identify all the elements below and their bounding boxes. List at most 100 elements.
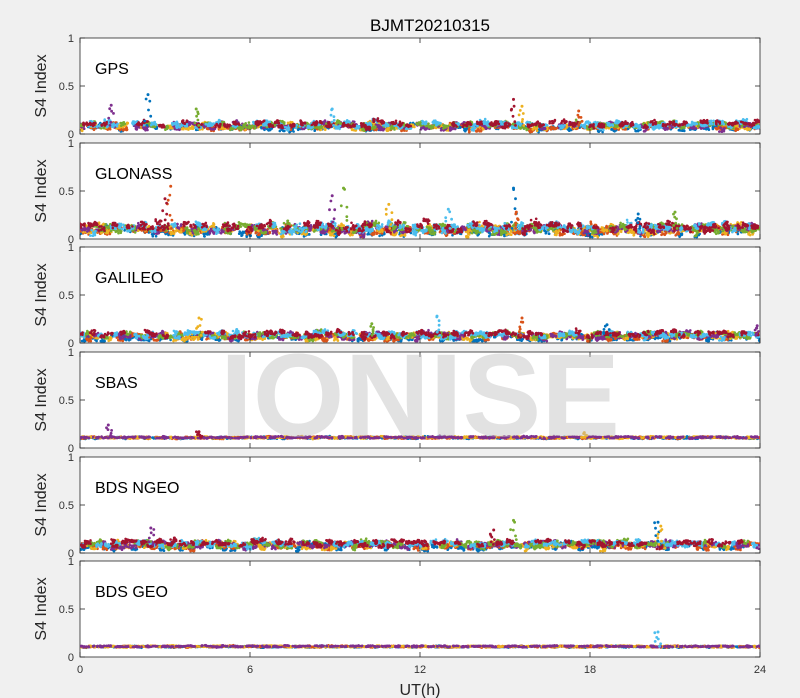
data-point [615, 125, 618, 129]
data-point [281, 126, 284, 130]
data-point [405, 124, 409, 127]
data-point [241, 127, 245, 130]
data-point [485, 122, 488, 126]
data-point [601, 130, 604, 134]
data-point [737, 120, 741, 123]
data-point [443, 125, 446, 128]
data-point [276, 121, 280, 125]
scatter-points [76, 93, 760, 134]
data-point [119, 121, 122, 125]
data-point [690, 122, 694, 125]
data-point [683, 129, 686, 133]
data-point [104, 122, 107, 126]
data-point [223, 123, 226, 127]
data-point [354, 129, 358, 132]
data-point [299, 119, 302, 122]
data-point [373, 126, 376, 129]
data-point [457, 123, 460, 126]
data-point [439, 122, 442, 125]
data-point [361, 128, 364, 132]
data-point [91, 122, 94, 126]
data-point [615, 119, 618, 122]
data-point [95, 125, 99, 129]
data-point [352, 128, 356, 132]
data-point [185, 124, 189, 128]
data-point [166, 125, 170, 129]
data-point [175, 126, 179, 129]
data-point [522, 127, 526, 130]
data-point [327, 123, 331, 127]
data-point [638, 126, 641, 130]
data-point [430, 127, 433, 130]
data-point [122, 121, 126, 124]
data-point [649, 123, 652, 127]
data-point [258, 120, 262, 123]
data-point [243, 123, 247, 126]
data-point [300, 127, 304, 130]
data-point [226, 123, 229, 126]
data-point [558, 124, 561, 128]
data-point [366, 125, 370, 129]
data-point [634, 125, 638, 128]
data-point [421, 119, 424, 123]
data-point [261, 120, 265, 123]
data-point [375, 128, 378, 132]
data-point [448, 129, 452, 132]
data-point [506, 124, 510, 128]
data-point [382, 121, 385, 125]
data-point [446, 124, 450, 128]
data-point [100, 123, 103, 127]
data-point [719, 126, 722, 129]
data-point [111, 124, 115, 128]
data-point [721, 128, 725, 132]
data-point [125, 128, 129, 132]
data-point [740, 124, 744, 128]
data-point [700, 124, 704, 127]
data-point [220, 127, 224, 130]
data-point [741, 118, 745, 121]
data-point [135, 122, 139, 126]
data-point [324, 127, 327, 131]
data-point [181, 127, 184, 130]
data-point [77, 126, 80, 129]
data-point [586, 126, 589, 130]
data-point [342, 123, 345, 126]
data-point [306, 124, 310, 128]
data-point [177, 122, 180, 126]
data-point [467, 130, 471, 134]
data-point [188, 126, 192, 130]
data-point [435, 124, 438, 127]
data-point [474, 123, 477, 127]
data-point [423, 122, 427, 126]
data-point [467, 128, 471, 132]
data-point [398, 120, 402, 123]
data-point [476, 121, 480, 124]
data-point [656, 124, 659, 128]
data-point [291, 124, 295, 127]
data-point [394, 121, 398, 125]
data-point [171, 123, 174, 127]
data-point [567, 127, 570, 131]
data-point [106, 128, 109, 131]
data-point [286, 129, 290, 132]
data-point [217, 118, 221, 122]
data-point [613, 130, 616, 133]
plot-area [79, 37, 761, 135]
data-point [663, 128, 667, 131]
data-point [267, 123, 271, 126]
data-point [483, 117, 487, 121]
data-point [168, 124, 172, 128]
data-point [233, 125, 236, 128]
data-point [353, 120, 356, 124]
data-point [76, 123, 79, 126]
data-point [319, 120, 322, 123]
data-point [453, 127, 457, 131]
data-point [338, 127, 341, 131]
data-point [693, 123, 697, 126]
data-point [452, 121, 455, 124]
data-point [268, 128, 272, 132]
data-point [580, 123, 583, 127]
data-point [208, 122, 211, 126]
data-point [132, 120, 136, 123]
